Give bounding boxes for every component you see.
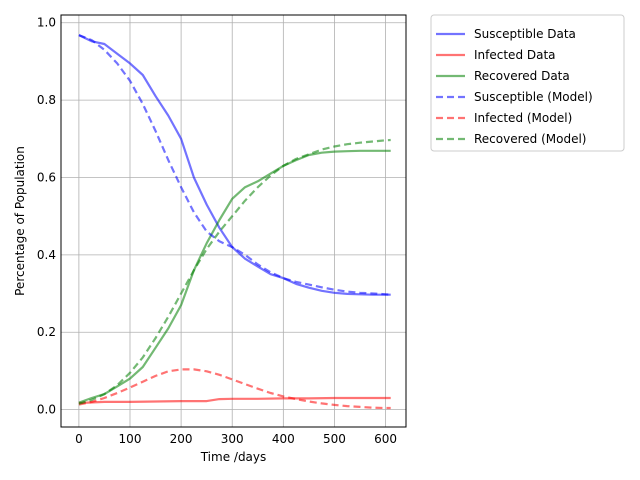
x-tick-label: 500 bbox=[323, 432, 346, 446]
series-layer bbox=[78, 34, 391, 410]
legend-label: Infected (Model) bbox=[474, 111, 572, 125]
series-line bbox=[78, 368, 391, 410]
plot-frame bbox=[60, 14, 407, 428]
y-axis-label: Percentage of Population bbox=[13, 146, 27, 296]
y-tick-label: 1.0 bbox=[37, 16, 56, 30]
legend-label: Susceptible (Model) bbox=[474, 90, 593, 104]
x-tick-label: 300 bbox=[221, 432, 244, 446]
y-tick-label: 0.4 bbox=[37, 248, 56, 262]
legend-box bbox=[430, 14, 625, 152]
series-line bbox=[78, 34, 391, 296]
x-tick-label: 400 bbox=[272, 432, 295, 446]
legend: Susceptible Data Infected Data Recovered D… bbox=[430, 14, 625, 152]
grid bbox=[61, 15, 406, 427]
x-tick-label: 200 bbox=[170, 432, 193, 446]
legend-label: Recovered (Model) bbox=[474, 132, 586, 146]
x-axis-label: Time /days bbox=[200, 450, 267, 464]
x-tick-label: 0 bbox=[75, 432, 83, 446]
y-tick-label: 0.6 bbox=[37, 170, 56, 184]
series-line bbox=[78, 138, 391, 405]
y-tick-label: 0.2 bbox=[37, 325, 56, 339]
series-line bbox=[78, 396, 391, 405]
legend-label: Infected Data bbox=[474, 48, 556, 62]
series-line bbox=[78, 149, 391, 404]
legend-label: Recovered Data bbox=[474, 69, 570, 83]
legend-label: Susceptible Data bbox=[474, 27, 576, 41]
series-line bbox=[78, 34, 391, 296]
x-tick-label: 600 bbox=[374, 432, 397, 446]
y-tick-label: 0.0 bbox=[37, 403, 56, 417]
x-tick-label: 100 bbox=[119, 432, 142, 446]
y-tick-label: 0.8 bbox=[37, 93, 56, 107]
ticks: 0 100 200 300 400 500 600 0.0 0.2 0.4 0.6 0.8 1.0 bbox=[37, 16, 397, 446]
